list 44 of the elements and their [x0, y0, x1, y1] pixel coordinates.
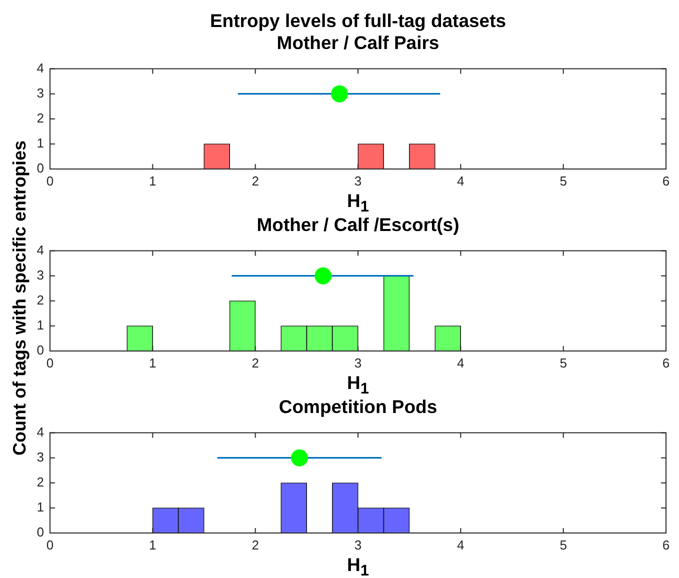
y-tick-label: 1: [36, 135, 44, 150]
chart-subtitle: Mother / Calf Pairs: [276, 32, 440, 54]
y-tick-label: 4: [36, 424, 44, 439]
x-tick-label: 2: [252, 354, 259, 370]
x-tick-label: 5: [560, 354, 567, 370]
x-tick-label: 6: [662, 536, 670, 552]
y-tick-label: 0: [36, 524, 44, 540]
y-tick-label: 2: [36, 474, 44, 490]
y-tick-label: 1: [36, 317, 44, 332]
y-tick-label: 4: [36, 242, 44, 257]
y-axis-title: Count of tags with specific entropies: [10, 140, 30, 456]
x-tick-label: 4: [457, 354, 464, 370]
chart-title: Entropy levels of full-tag datasets: [210, 10, 506, 32]
x-tick-label: 4: [457, 536, 464, 552]
y-tick-label: 2: [36, 110, 44, 126]
x-tick-label: 0: [46, 172, 54, 188]
x-tick-label: 3: [354, 536, 362, 552]
x-tick-label: 0: [46, 536, 54, 552]
x-tick-label: 5: [560, 536, 567, 552]
y-tick-label: 4: [36, 60, 44, 75]
x-tick-label: 2: [252, 172, 259, 188]
y-tick-label: 0: [36, 160, 44, 176]
x-tick-label: 1: [149, 172, 156, 188]
x-tick-label: 3: [354, 172, 362, 188]
chart-title: Competition Pods: [278, 396, 438, 418]
x-tick-label: 3: [354, 354, 362, 370]
x-axis-title: H$_{1}$: [347, 552, 369, 578]
x-tick-label: 1: [149, 354, 156, 370]
y-tick-label: 3: [36, 267, 44, 282]
x-tick-label: 4: [457, 172, 464, 188]
y-tick-label: 2: [36, 292, 44, 308]
x-tick-label: 2: [252, 536, 259, 552]
x-axis-title: H$_{1}$: [347, 188, 369, 216]
x-tick-label: 0: [46, 354, 54, 370]
y-tick-label: 1: [36, 499, 44, 514]
x-tick-label: 1: [149, 536, 156, 552]
y-tick-label: 3: [36, 449, 44, 464]
x-axis-title: H$_{1}$: [347, 370, 369, 398]
x-tick-label: 6: [662, 354, 670, 370]
x-tick-label: 6: [662, 172, 670, 188]
chart-title: Mother / Calf /Escort(s): [256, 214, 460, 236]
x-tick-label: 5: [560, 172, 567, 188]
y-tick-label: 3: [36, 85, 44, 100]
y-tick-label: 0: [36, 342, 44, 358]
